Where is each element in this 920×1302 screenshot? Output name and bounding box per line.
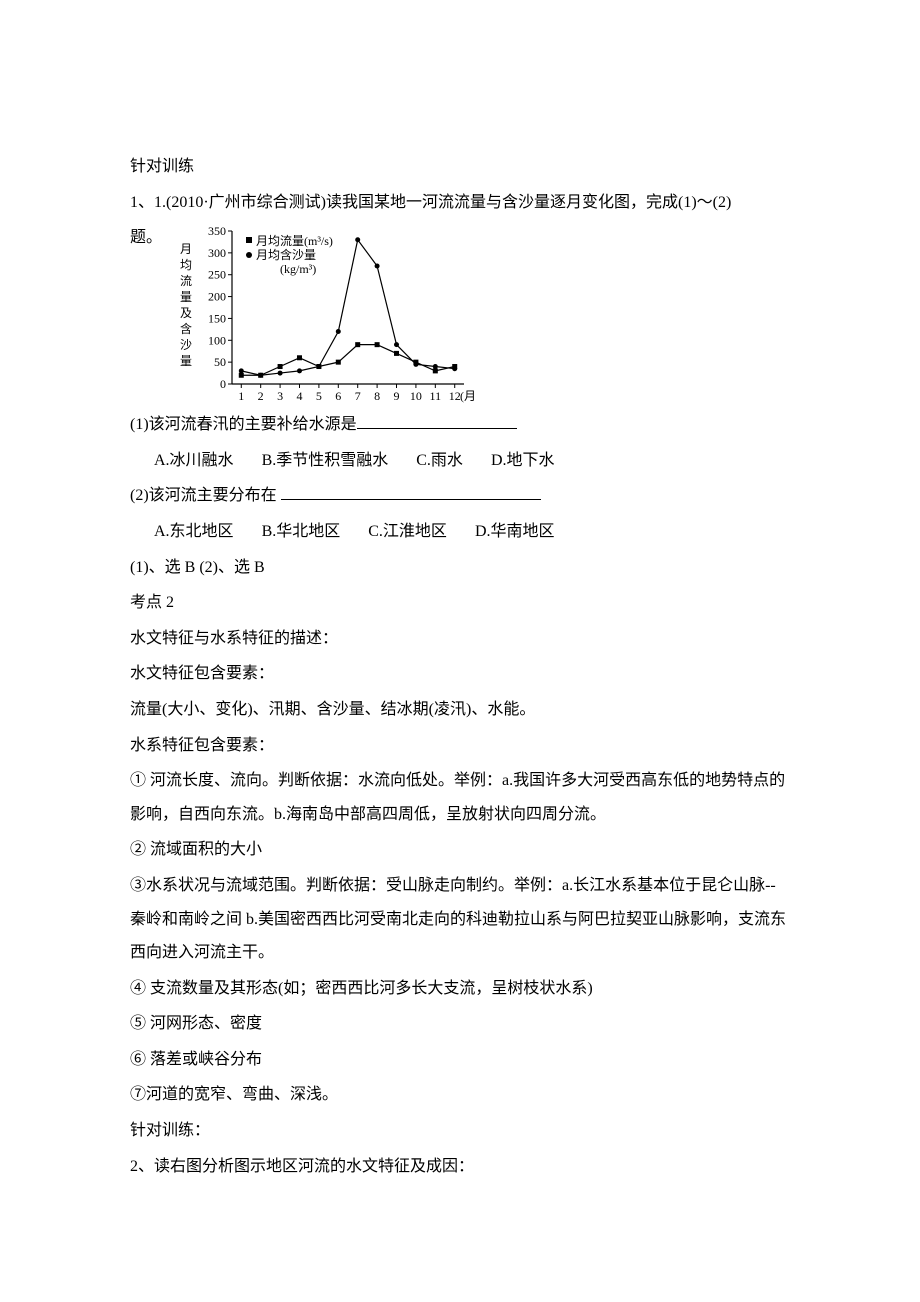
drainage-label: 水系特征包含要素： (130, 729, 790, 763)
svg-text:5: 5 (316, 389, 322, 403)
q1-sub1: (1)该河流春汛的主要补给水源是 (130, 408, 790, 442)
opt-c: C.雨水 (416, 444, 463, 478)
svg-text:150: 150 (208, 312, 226, 326)
d2: ② 流域面积的大小 (130, 833, 790, 867)
svg-text:2: 2 (258, 389, 264, 403)
d3: ③水系状况与流域范围。判断依据：受山脉走向制约。举例：a.长江水系基本位于昆仑山… (130, 869, 790, 970)
svg-text:4: 4 (297, 389, 303, 403)
q1-2-text: (2)该河流主要分布在 (130, 487, 277, 504)
opt-d: D.华南地区 (475, 515, 555, 549)
svg-text:12: 12 (449, 389, 461, 403)
svg-text:8: 8 (374, 389, 380, 403)
heading-practice: 针对训练 (130, 150, 790, 184)
svg-text:7: 7 (355, 389, 361, 403)
q1-1-options: A.冰川融水 B.季节性积雪融水 C.雨水 D.地下水 (130, 444, 790, 478)
d4: ④ 支流数量及其形态(如；密西西比河多长大支流，呈树枝状水系) (130, 972, 790, 1006)
hydro-items: 流量(大小、变化)、汛期、含沙量、结冰期(凌汛)、水能。 (130, 693, 790, 727)
d6: ⑥ 落差或峡谷分布 (130, 1043, 790, 1077)
svg-text:250: 250 (208, 268, 226, 282)
svg-text:量: 量 (180, 290, 192, 304)
svg-text:含: 含 (180, 321, 192, 336)
q1-intro-prefix: 1、1.(2010·广州市综合测试)读我国某地一河流流量与含沙量逐月变化图，完成… (130, 186, 790, 220)
svg-text:量: 量 (180, 354, 192, 368)
svg-text:10: 10 (410, 389, 422, 403)
svg-text:11: 11 (430, 389, 442, 403)
svg-text:及: 及 (180, 306, 192, 320)
chart-svg: 050100150200250300350123456789101112(月)月… (174, 221, 474, 406)
hydro-label: 水文特征包含要素： (130, 657, 790, 691)
svg-text:0: 0 (220, 377, 226, 391)
d1: ① 河流长度、流向。判断依据：水流向低处。举例：a.我国许多大河受西高东低的地势… (130, 764, 790, 831)
svg-text:50: 50 (214, 355, 226, 369)
q1-sub2: (2)该河流主要分布在 (130, 479, 790, 513)
svg-text:1: 1 (238, 389, 244, 403)
q1-2-options: A.东北地区 B.华北地区 C.江淮地区 D.华南地区 (130, 515, 790, 549)
kp2-title: 水文特征与水系特征的描述： (130, 622, 790, 656)
svg-text:月: 月 (180, 242, 192, 256)
q1-intro-suffix: 题。 (130, 221, 162, 255)
svg-text:200: 200 (208, 290, 226, 304)
opt-b: B.季节性积雪融水 (262, 444, 389, 478)
svg-text:100: 100 (208, 333, 226, 347)
svg-text:350: 350 (208, 224, 226, 238)
q1-1-text: (1)该河流春汛的主要补给水源是 (130, 416, 357, 433)
svg-text:9: 9 (394, 389, 400, 403)
blank-line (281, 484, 541, 500)
chart-container: 050100150200250300350123456789101112(月)月… (174, 221, 474, 406)
svg-text:(月): (月) (460, 389, 474, 403)
q1-answers: (1)、选 B (2)、选 B (130, 551, 790, 585)
practice2-label: 针对训练： (130, 1114, 790, 1148)
svg-text:300: 300 (208, 246, 226, 260)
opt-a: A.冰川融水 (154, 444, 234, 478)
svg-text:(kg/m³): (kg/m³) (280, 262, 316, 276)
kp2-heading: 考点 2 (130, 586, 790, 620)
d7: ⑦河道的宽窄、弯曲、深浅。 (130, 1078, 790, 1112)
q1-row: 题。 050100150200250300350123456789101112(… (130, 221, 790, 406)
svg-text:均: 均 (180, 258, 192, 272)
svg-text:月均流量(m³/s): 月均流量(m³/s) (256, 234, 333, 248)
svg-text:月均含沙量: 月均含沙量 (256, 247, 316, 262)
opt-d: D.地下水 (491, 444, 555, 478)
svg-text:流: 流 (180, 274, 192, 288)
svg-text:沙: 沙 (180, 338, 192, 352)
opt-b: B.华北地区 (262, 515, 341, 549)
d5: ⑤ 河网形态、密度 (130, 1007, 790, 1041)
opt-c: C.江淮地区 (368, 515, 447, 549)
svg-text:6: 6 (335, 389, 341, 403)
blank-line (357, 413, 517, 429)
opt-a: A.东北地区 (154, 515, 234, 549)
q2-text: 2、读右图分析图示地区河流的水文特征及成因： (130, 1150, 790, 1184)
svg-text:3: 3 (277, 389, 283, 403)
